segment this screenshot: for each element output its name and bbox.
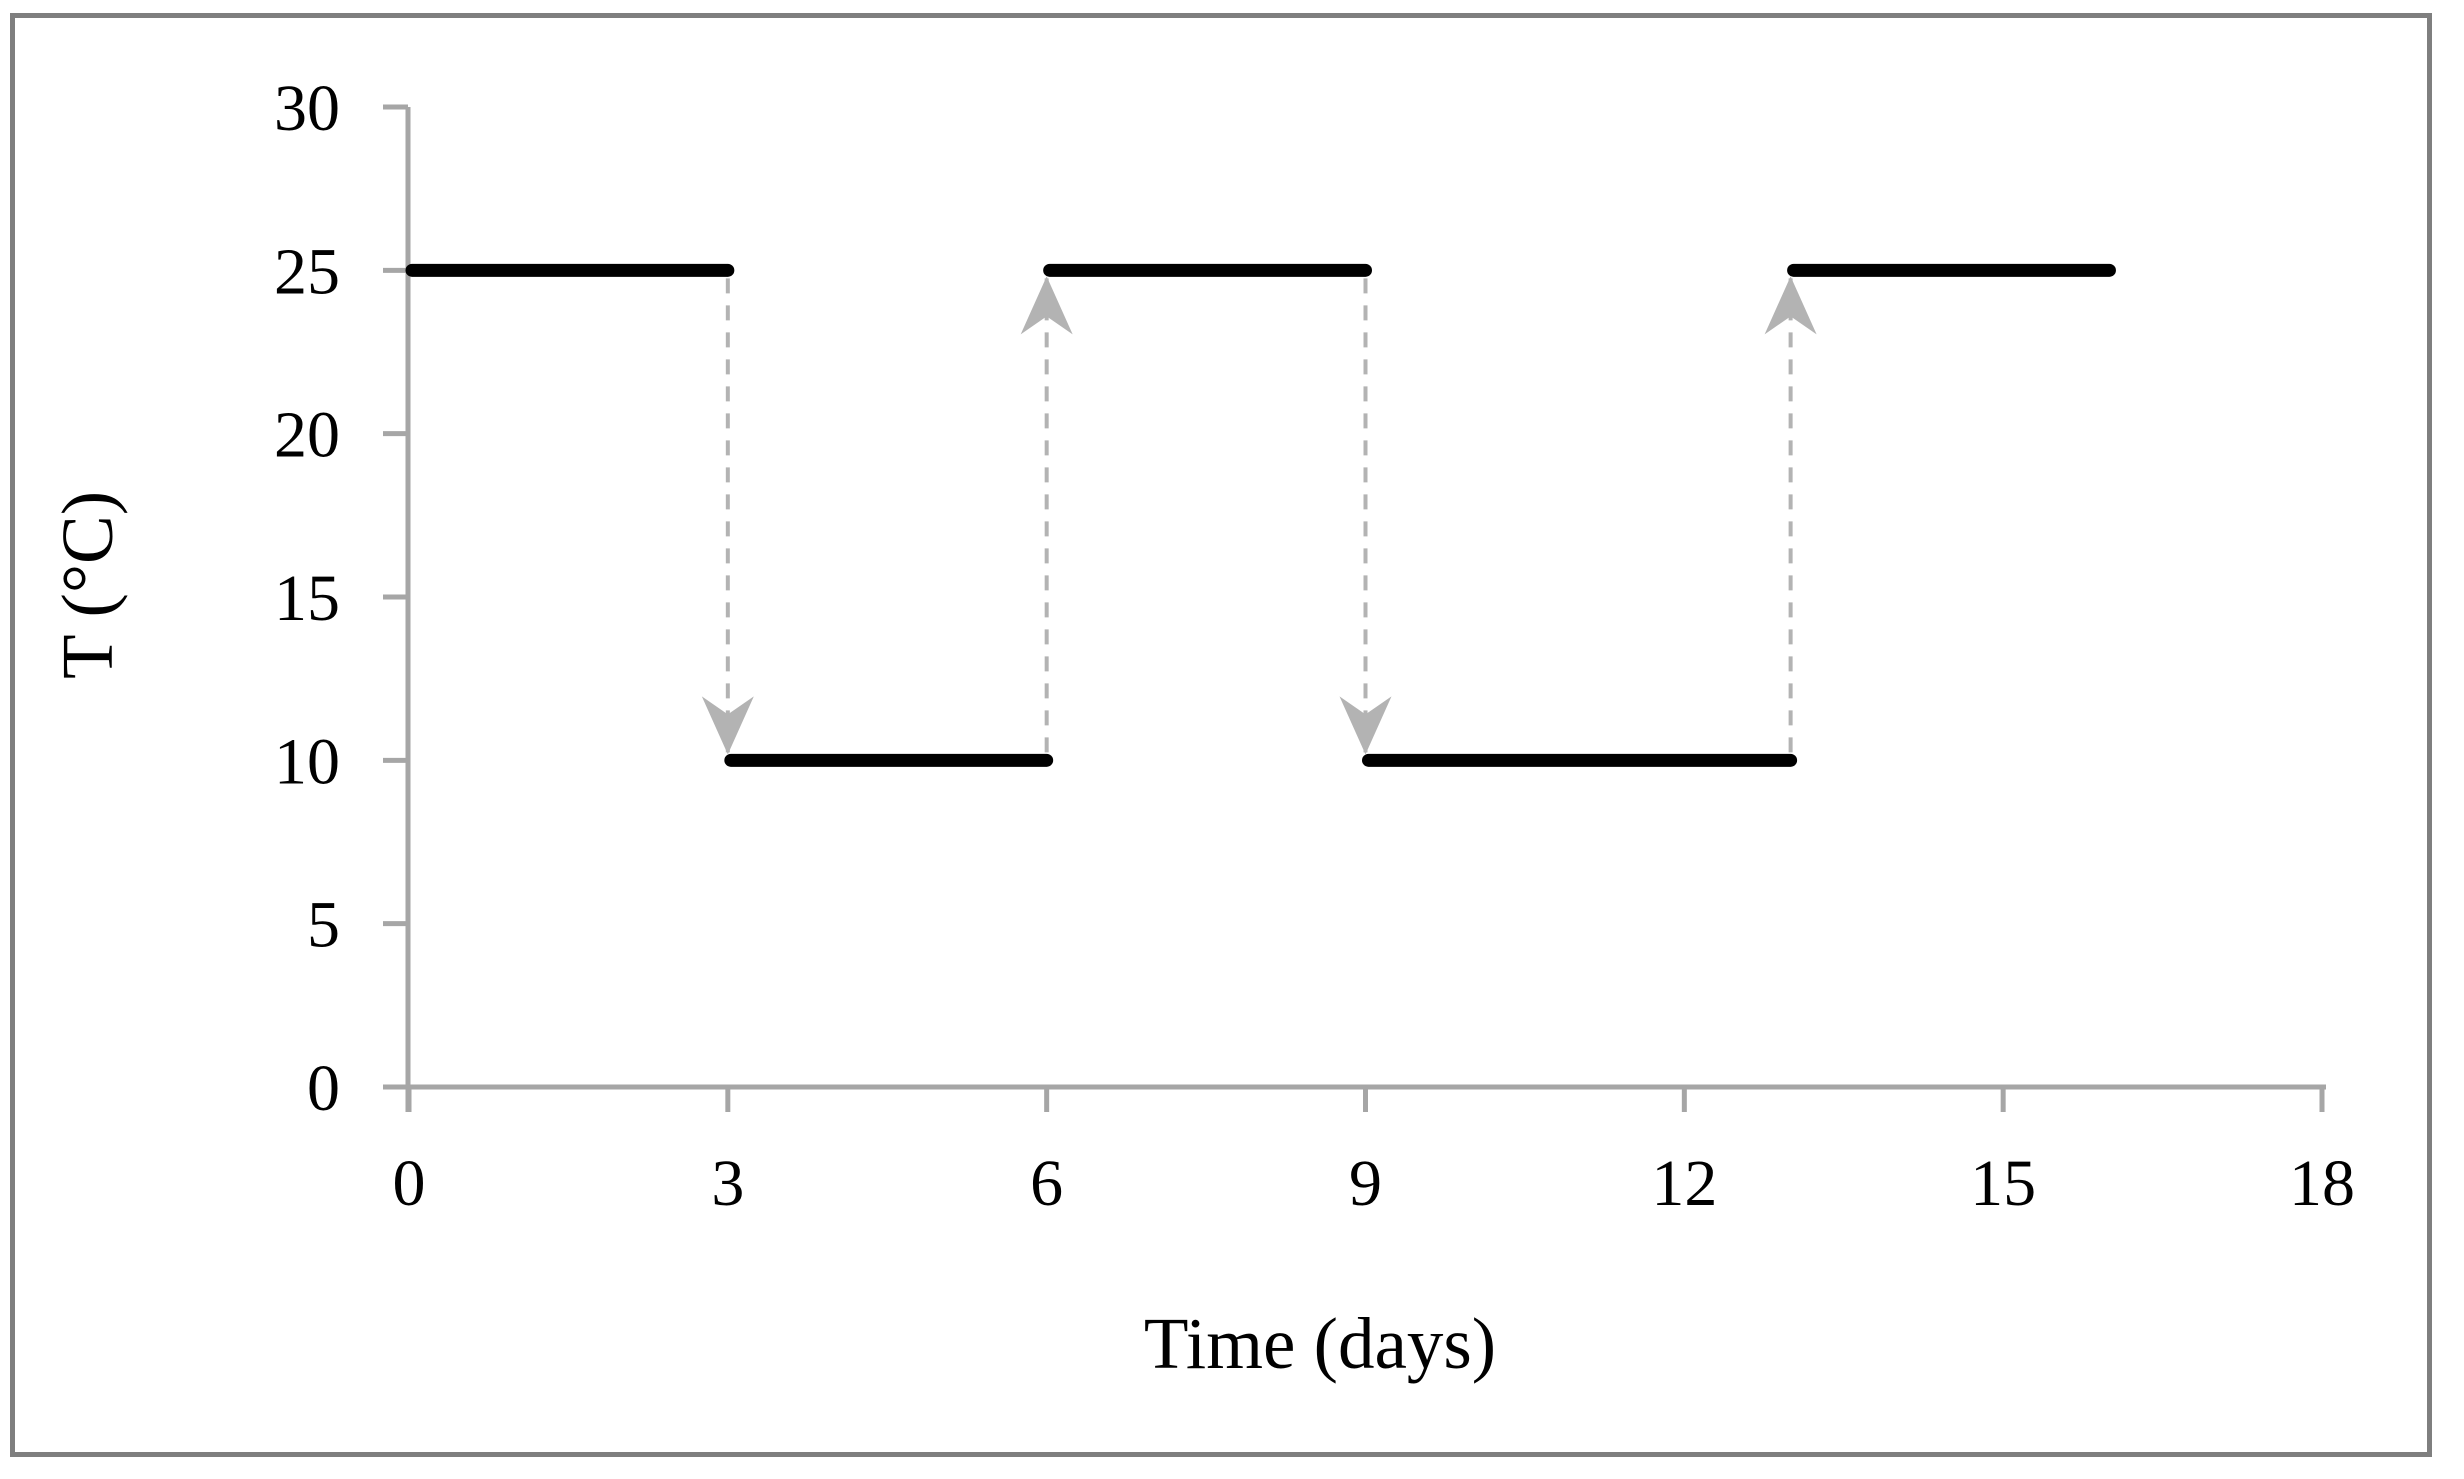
y-tick-label: 25 [274,235,340,308]
arrowhead-up-icon [1020,276,1073,335]
figure-border [10,13,2432,1457]
x-tick-label: 18 [2289,1147,2355,1220]
y-tick-label: 10 [274,725,340,798]
x-tick-label: 15 [1970,1147,2036,1220]
y-tick-label: 5 [307,889,340,962]
arrowhead-up-icon [1764,276,1817,335]
chart-root: 0 5 10 15 20 25 30 0 3 6 9 12 15 18 [10,13,2432,1457]
x-tick-label: 3 [711,1147,744,1220]
x-tick-label: 6 [1030,1147,1063,1220]
x-axis-title: Time (days) [1144,1303,1496,1384]
arrowhead-down-icon [701,696,754,755]
y-tick-label: 15 [274,562,340,635]
y-tick-label: 20 [274,399,340,472]
arrowhead-down-icon [1339,696,1392,755]
x-tick-label: 9 [1349,1147,1382,1220]
y-axis-title: T (°C) [47,491,128,679]
y-tick-label: 30 [274,72,340,145]
y-tick-label: 0 [307,1052,340,1125]
x-tick-label: 12 [1651,1147,1717,1220]
x-tick-label: 0 [393,1147,426,1220]
